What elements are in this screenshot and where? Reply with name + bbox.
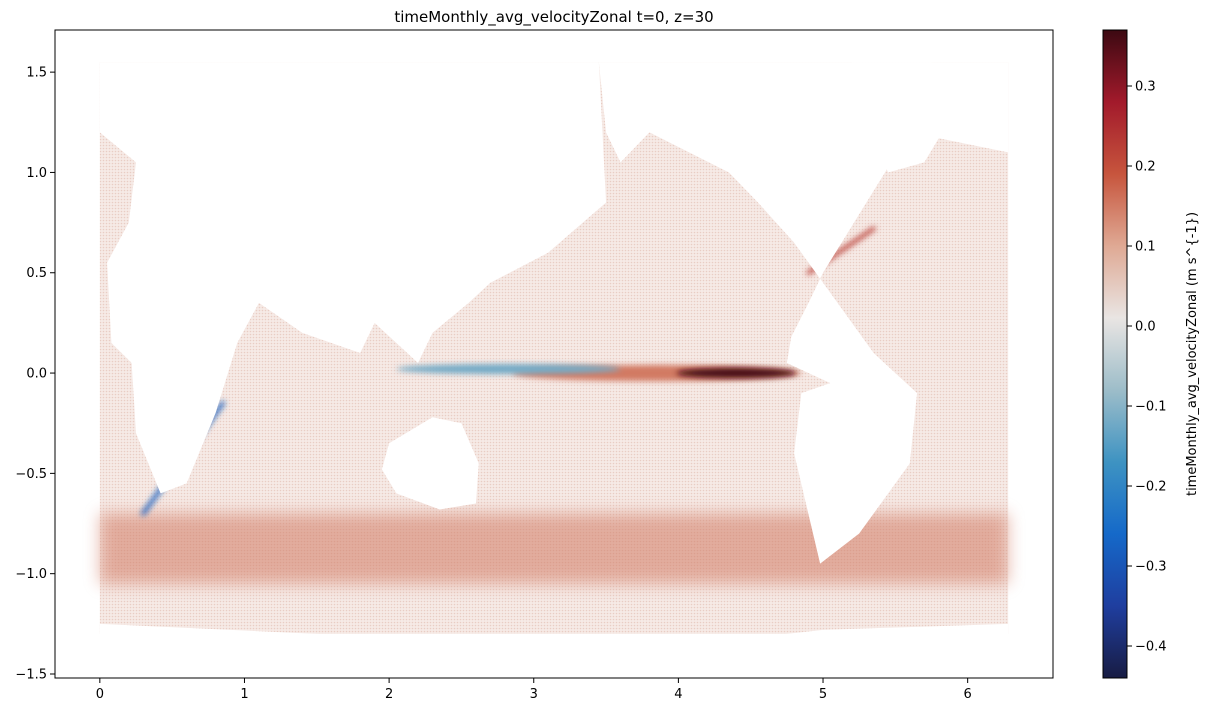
x-tick-label: 1: [240, 687, 248, 702]
acc-band: [99, 513, 1009, 584]
chart-title: timeMonthly_avg_velocityZonal t=0, z=30: [394, 8, 713, 27]
land-masks: [99, 62, 1009, 678]
y-tick-label: 0.0: [26, 367, 47, 382]
y-tick-label: −0.5: [15, 467, 47, 482]
plot-area: [99, 62, 1009, 678]
colorbar: −0.4 −0.3 −0.2 −0.1 0.0 0.1 0.2 0.3 timeMonthly…: [1102, 29, 1200, 679]
westward-band: [396, 364, 621, 375]
x-axis: 0 1 2 3 4 5 6: [96, 678, 972, 702]
y-tick-label: −1.0: [15, 567, 47, 582]
x-tick-label: 4: [674, 687, 682, 702]
colorbar-tick-label: 0.2: [1135, 160, 1156, 175]
colorbar-label: timeMonthly_avg_velocityZonal (m s^{-1}): [1185, 212, 1200, 496]
colorbar-tick-label: 0.1: [1135, 240, 1156, 255]
colorbar-tick-label: −0.1: [1135, 400, 1167, 415]
land-australia: [381, 417, 479, 510]
colorbar-tick-label: −0.3: [1135, 560, 1167, 575]
colorbar-tick-label: −0.4: [1135, 640, 1167, 655]
colorbar-frame: [1102, 29, 1128, 679]
y-tick-label: 0.5: [26, 266, 47, 281]
colorbar-tick-label: 0.0: [1135, 320, 1156, 335]
land-antarctica: [99, 623, 1009, 678]
y-axis: −1.5 −1.0 −0.5 0.0 0.5 1.0 1.5: [15, 66, 55, 682]
land-greenland: [851, 62, 961, 173]
x-tick-label: 2: [385, 687, 393, 702]
colorbar-ticks: −0.4 −0.3 −0.2 −0.1 0.0 0.1 0.2 0.3: [1127, 80, 1167, 655]
y-tick-label: 1.5: [26, 66, 47, 81]
x-tick-label: 0: [96, 687, 104, 702]
colorbar-tick-label: 0.3: [1135, 80, 1156, 95]
colorbar-gradient: [1103, 30, 1127, 678]
land-americas: [598, 62, 1009, 564]
x-tick-label: 3: [530, 687, 538, 702]
y-tick-label: −1.5: [15, 667, 47, 682]
euc-core: [676, 368, 797, 379]
x-tick-label: 6: [964, 687, 972, 702]
land-africa-europe-asia: [99, 62, 607, 494]
colorbar-tick-label: −0.2: [1135, 480, 1167, 495]
plot-frame: [54, 29, 1054, 679]
x-tick-label: 5: [819, 687, 827, 702]
y-tick-label: 1.0: [26, 166, 47, 181]
